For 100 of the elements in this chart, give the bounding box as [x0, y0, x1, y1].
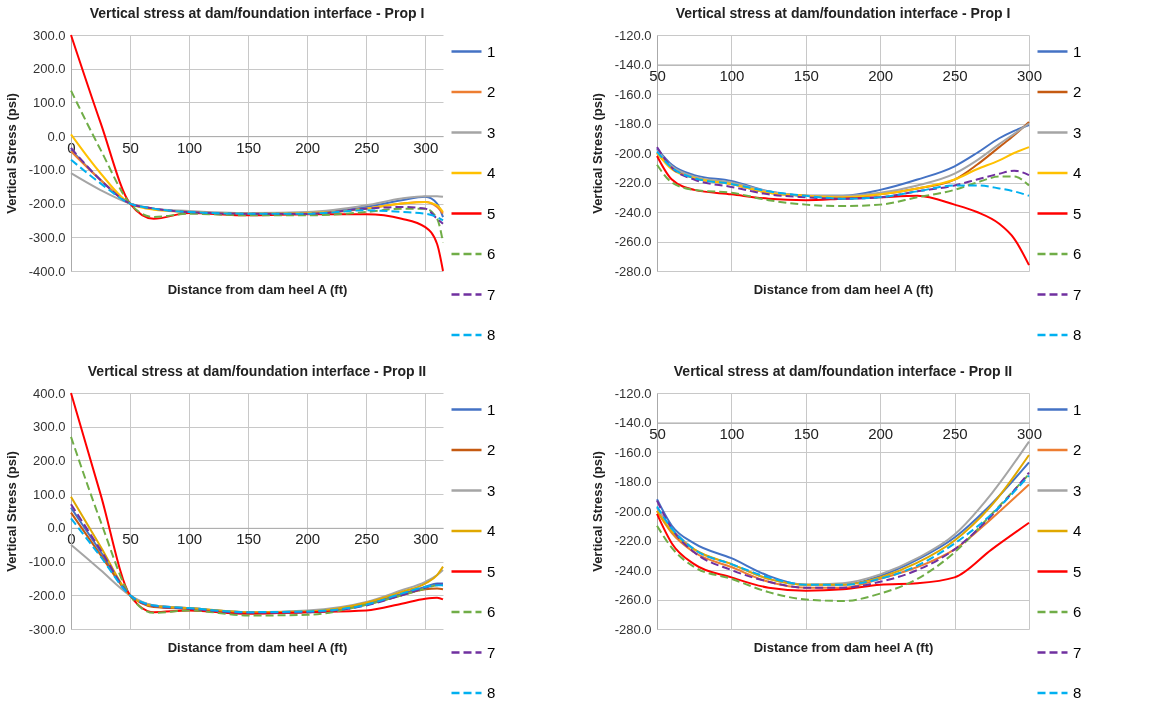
x-axis-title: Distance from dam heel A (ft): [753, 281, 934, 297]
legend-label: 8: [487, 684, 496, 701]
legend-label: 5: [1073, 204, 1082, 222]
x-tick-label: 300: [1016, 425, 1043, 442]
x-tick-label: 300: [413, 138, 439, 156]
legend-label: 2: [1073, 83, 1082, 100]
y-tick-label: -300.0: [28, 621, 66, 637]
legend-label: 3: [1073, 123, 1082, 141]
x-tick-label: 50: [122, 530, 139, 548]
y-axis-title: Vertical Stress (psi): [3, 451, 19, 572]
x-tick-label: 150: [236, 138, 262, 156]
chart-title: Vertical stress at dam/foundation interface - Prop I: [89, 5, 425, 21]
legend-label: 5: [1073, 562, 1082, 580]
y-tick-label: -220.0: [614, 533, 652, 548]
x-tick-label: 200: [295, 530, 321, 548]
legend-label: 7: [1073, 285, 1082, 303]
x-axis-title: Distance from dam heel A (ft): [167, 639, 348, 655]
legend-label: 4: [1073, 164, 1082, 181]
y-tick-label: -280.0: [614, 263, 652, 279]
legend-label: 8: [1073, 326, 1082, 343]
x-tick-label: 300: [1016, 67, 1043, 84]
y-tick-label: -140.0: [614, 57, 652, 72]
legend-label: 4: [487, 164, 496, 181]
x-tick-label: 100: [177, 138, 203, 156]
y-tick-label: -180.0: [614, 474, 652, 489]
legend-label: 4: [1073, 522, 1082, 539]
chart-title: Vertical stress at dam/foundation interface - Prop II: [673, 363, 1013, 379]
y-tick-label: -100.0: [28, 554, 66, 570]
legend-label: 1: [1073, 42, 1082, 60]
y-tick-label: 100.0: [32, 486, 66, 502]
legend-label: 3: [487, 123, 496, 141]
x-tick-label: 300: [413, 530, 439, 548]
x-tick-label: 150: [793, 67, 819, 84]
y-tick-label: -240.0: [614, 204, 652, 220]
y-tick-label: -100.0: [28, 162, 66, 178]
y-tick-label: -180.0: [614, 116, 652, 131]
y-axis-title: Vertical Stress (psi): [589, 451, 605, 572]
line-series: [656, 154, 1030, 267]
x-tick-label: 150: [236, 530, 262, 548]
legend-label: 5: [487, 562, 496, 580]
y-tick-label: -160.0: [614, 444, 652, 460]
y-tick-label: 100.0: [32, 94, 66, 110]
chart-title: Vertical stress at dam/foundation interface - Prop II: [87, 363, 427, 379]
legend-label: 1: [487, 42, 496, 60]
legend-label: 4: [487, 522, 496, 539]
legend-label: 6: [487, 245, 496, 262]
x-tick-label: 100: [719, 425, 745, 442]
x-tick-label: 250: [354, 530, 380, 548]
x-tick-label: 250: [942, 67, 968, 84]
legend-label: 3: [1073, 481, 1082, 499]
y-tick-label: 0.0: [47, 128, 66, 144]
y-tick-label: -240.0: [614, 562, 652, 578]
y-tick-label: -200.0: [28, 587, 66, 603]
y-tick-label: 200.0: [32, 452, 66, 468]
legend-label: 1: [487, 400, 496, 418]
y-tick-label: -220.0: [614, 175, 652, 190]
y-tick-label: -140.0: [614, 415, 652, 430]
y-tick-label: -280.0: [614, 621, 652, 637]
x-tick-label: 150: [793, 425, 819, 442]
x-tick-label: 100: [719, 67, 745, 84]
y-tick-label: 300.0: [32, 27, 66, 43]
legend-label: 6: [1073, 245, 1082, 262]
y-tick-label: -260.0: [614, 592, 652, 607]
y-tick-label: -400.0: [28, 263, 66, 279]
line-series: [656, 512, 1030, 592]
legend-label: 6: [487, 603, 496, 620]
x-tick-label: 200: [868, 67, 894, 84]
line-series: [70, 158, 444, 222]
x-axis-title: Distance from dam heel A (ft): [753, 639, 934, 655]
y-tick-label: -160.0: [614, 86, 652, 102]
legend-label: 8: [487, 326, 496, 343]
y-tick-label: -300.0: [28, 229, 66, 245]
x-tick-label: 250: [354, 138, 380, 156]
y-tick-label: -120.0: [614, 27, 652, 43]
x-tick-label: 50: [122, 138, 139, 156]
y-tick-label: -260.0: [614, 234, 652, 249]
line-series: [70, 392, 444, 615]
y-axis-title: Vertical Stress (psi): [589, 93, 605, 214]
line-series: [656, 163, 1030, 208]
legend-label: 3: [487, 481, 496, 499]
y-axis-title: Vertical Stress (psi): [3, 93, 19, 214]
y-tick-label: 0.0: [47, 520, 66, 536]
legend-label: 7: [487, 285, 496, 303]
x-tick-label: 100: [177, 530, 203, 548]
legend-label: 6: [1073, 603, 1082, 620]
x-axis-title: Distance from dam heel A (ft): [167, 281, 348, 297]
y-tick-label: -200.0: [614, 145, 652, 161]
legend-label: 5: [487, 204, 496, 222]
line-series: [70, 34, 444, 272]
legend-label: 2: [1073, 441, 1082, 458]
y-tick-label: 200.0: [32, 61, 66, 77]
y-tick-label: 300.0: [32, 419, 66, 435]
y-tick-label: -200.0: [28, 196, 66, 212]
x-tick-label: 200: [295, 138, 321, 156]
legend-label: 8: [1073, 684, 1082, 701]
legend-label: 7: [1073, 643, 1082, 661]
x-tick-label: 250: [942, 425, 968, 442]
x-tick-label: 200: [868, 425, 894, 442]
legend-label: 2: [487, 83, 496, 100]
legend-label: 1: [1073, 400, 1082, 418]
